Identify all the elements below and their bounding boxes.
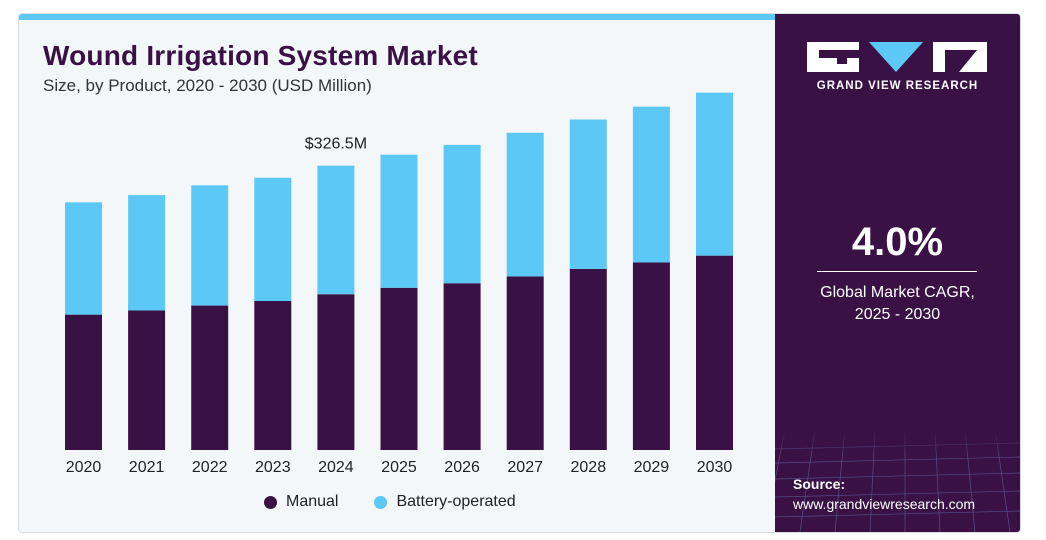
- bar-battery-2024: [317, 165, 355, 295]
- cagr-value: 4.0%: [851, 220, 944, 264]
- x-tick-label-2020: 2020: [66, 459, 102, 476]
- bar-battery-2029: [632, 106, 670, 263]
- bar-manual-2028: [569, 268, 607, 450]
- bar-battery-2022: [191, 185, 229, 306]
- info-panel: GRAND VIEW RESEARCH 4.0% Global Market C…: [775, 14, 1020, 532]
- bar-battery-2030: [696, 92, 733, 256]
- legend-item-manual: Manual: [264, 493, 338, 511]
- bar-battery-2028: [569, 119, 607, 269]
- cagr-divider: [817, 271, 977, 272]
- chart-title: Wound Irrigation System Market: [43, 40, 478, 71]
- bar-manual-2029: [632, 262, 670, 450]
- source-label: Source:: [793, 476, 846, 492]
- brand-name: GRAND VIEW RESEARCH: [816, 80, 979, 92]
- bar-manual-2021: [128, 310, 166, 450]
- cagr-label-line2: 2025 - 2030: [854, 306, 941, 323]
- bar-battery-2025: [380, 154, 418, 288]
- legend-swatch-battery: [374, 495, 388, 509]
- x-tick-label-2021: 2021: [129, 459, 165, 476]
- bar-chart: 2020 2021 2022 2023 2024 $326.5M 2025 2026 2027 2…: [65, 92, 733, 476]
- bar-manual-2023: [254, 301, 292, 450]
- x-tick-label-2023: 2023: [255, 459, 291, 476]
- bar-manual-2025: [380, 287, 418, 450]
- x-tick-label-2030: 2030: [697, 459, 733, 476]
- grid-decoration: [775, 429, 1020, 532]
- bar-manual-2030: [696, 255, 733, 450]
- chart-subtitle: Size, by Product, 2020 - 2030 (USD Milli…: [43, 76, 372, 95]
- bar-manual-2026: [443, 283, 481, 450]
- bar-manual-2027: [506, 276, 544, 450]
- grand-view-research-logo: [807, 42, 987, 72]
- bar-manual-2024: [317, 294, 355, 450]
- x-tick-label-2025: 2025: [381, 459, 417, 476]
- cagr-label: Global Market CAGR, 2025 - 2030: [775, 282, 1020, 326]
- bar-manual-2022: [191, 305, 229, 450]
- legend-label-manual: Manual: [286, 493, 339, 510]
- bar-battery-2027: [506, 132, 544, 277]
- x-tick-label-2028: 2028: [571, 459, 607, 476]
- chart-legend: Manual Battery-operated: [264, 493, 552, 511]
- legend-swatch-manual: [264, 495, 277, 509]
- bar-manual-2020: [65, 314, 102, 450]
- data-label-2024: $326.5M: [305, 136, 367, 153]
- x-tick-label-2024: 2024: [318, 459, 354, 476]
- bar-battery-2021: [128, 195, 166, 311]
- bar-battery-2026: [443, 144, 481, 284]
- accent-bar: [19, 14, 775, 20]
- x-tick-label-2026: 2026: [444, 459, 480, 476]
- legend-item-battery: Battery-operated: [374, 493, 516, 511]
- x-tick-label-2027: 2027: [507, 459, 543, 476]
- chart-area: Wound Irrigation System Market Size, by …: [19, 14, 775, 532]
- source-url: www.grandviewresearch.com: [793, 496, 976, 512]
- chart-card: Wound Irrigation System Market Size, by …: [18, 13, 1021, 533]
- x-tick-label-2029: 2029: [634, 459, 670, 476]
- bar-battery-2023: [254, 177, 292, 302]
- x-tick-label-2022: 2022: [192, 459, 228, 476]
- legend-label-battery: Battery-operated: [396, 493, 516, 510]
- bar-battery-2020: [65, 202, 102, 315]
- cagr-label-line1: Global Market CAGR,: [820, 284, 975, 301]
